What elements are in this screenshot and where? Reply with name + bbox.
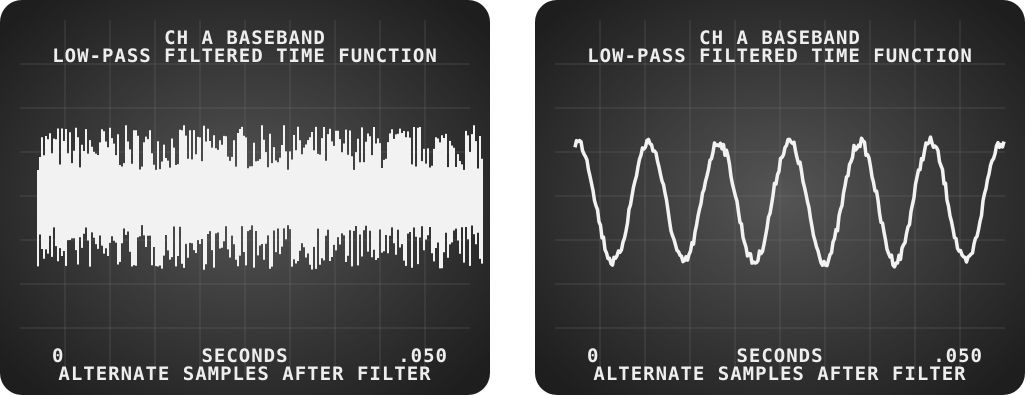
subtitle: LOW-PASS FILTERED TIME FUNCTION	[52, 45, 438, 67]
x-label: SECONDS	[201, 345, 288, 367]
x-start: 0	[52, 345, 64, 367]
title: CH A BASEBAND	[699, 27, 861, 49]
caption: ALTERNATE SAMPLES AFTER FILTER	[593, 363, 966, 385]
waveform-trace	[37, 125, 483, 270]
caption: ALTERNATE SAMPLES AFTER FILTER	[58, 363, 431, 385]
title: CH A BASEBAND	[164, 27, 326, 49]
screen-background	[535, 0, 1025, 395]
x-start: 0	[587, 345, 599, 367]
x-label: SECONDS	[736, 345, 823, 367]
waveform-trace	[573, 135, 1006, 269]
x-end: .050	[933, 345, 983, 367]
x-end: .050	[398, 345, 448, 367]
subtitle: LOW-PASS FILTERED TIME FUNCTION	[587, 45, 973, 67]
